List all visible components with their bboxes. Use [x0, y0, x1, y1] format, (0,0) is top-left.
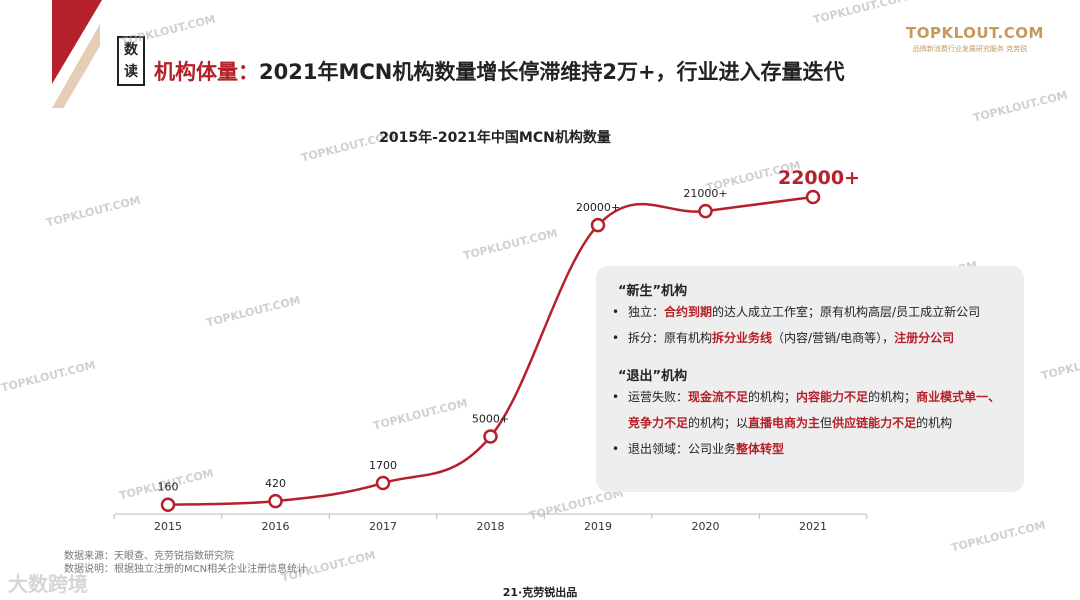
- info-panel: “新生”机构 • 独立：合约到期的达人成立工作室；原有机构高层/员工成立新公司 • 拆…: [596, 266, 1024, 492]
- info-bullet: • 退出领域：公司业务整体转型: [612, 436, 1006, 462]
- data-point: [698, 203, 713, 219]
- highlight-text: 商业模式单一、: [916, 390, 1001, 404]
- brand-watermark: 大数跨境: [8, 572, 88, 596]
- bullet-text: 的机构: [916, 416, 953, 430]
- x-axis-tick-label: 2016: [262, 520, 290, 533]
- data-point: [590, 217, 606, 233]
- info-bullet: • 拆分：原有机构拆分业务线（内容/营销/电商等），注册分公司: [612, 325, 1006, 351]
- brand-logo-main: TOPKLOUT.COM: [906, 24, 1044, 42]
- data-source-note: 数据来源：天眼查、克劳锐指数研究院 数据说明：根据独立注册的MCN相关企业注册信…: [64, 550, 307, 576]
- highlight-text: 整体转型: [736, 442, 785, 456]
- bullet-dot-icon: •: [612, 305, 620, 319]
- bullet-dot-icon: •: [612, 442, 620, 456]
- highlight-text: 拆分业务线: [712, 331, 773, 345]
- page-title: 机构体量：2021年MCN机构数量增长停滞维持2万+，行业进入存量迭代: [154, 56, 845, 86]
- bullet-text: 的达人成立工作室；原有机构高层/员工成立新公司: [712, 305, 981, 319]
- data-source-line: 数据来源：天眼查、克劳锐指数研究院: [64, 551, 234, 562]
- bullet-text: 拆分：原有机构: [628, 331, 713, 345]
- highlight-text: 注册分公司: [894, 331, 955, 345]
- data-point: [375, 475, 391, 491]
- data-label: 5000+: [472, 413, 509, 426]
- brand-logo: TOPKLOUT.COM 品牌新消费行业发展研究服务 克劳锐: [906, 24, 1044, 54]
- data-point: [805, 189, 821, 205]
- new-institutions-list: • 独立：合约到期的达人成立工作室；原有机构高层/员工成立新公司 • 拆分：原有机构拆…: [612, 299, 1006, 351]
- highlight-text: 竞争力不足: [628, 416, 689, 430]
- data-label: 20000+: [576, 201, 620, 214]
- highlight-text: 合约到期: [664, 305, 713, 319]
- info-bullet: • 独立：合约到期的达人成立工作室；原有机构高层/员工成立新公司: [612, 299, 1006, 325]
- x-axis-tick-label: 2018: [477, 520, 505, 533]
- data-point: [160, 497, 176, 512]
- x-axis-tick-label: 2017: [369, 520, 397, 533]
- data-label: 21000+: [683, 187, 727, 200]
- bullet-text: 的机构；: [748, 390, 797, 404]
- exit-institutions-list: • 运营失败：现金流不足的机构；内容能力不足的机构；商业模式单一、 竞争力不足的机构…: [612, 384, 1006, 462]
- bullet-text: 独立：: [628, 305, 665, 319]
- highlight-text: 直播电商为主: [748, 416, 821, 430]
- data-point: [268, 493, 283, 509]
- bullet-text: 退出领域：公司业务: [628, 442, 737, 456]
- x-axis-tick-label: 2015: [154, 520, 182, 533]
- highlight-text: 现金流不足: [688, 390, 749, 404]
- bullet-dot-icon: •: [612, 331, 620, 345]
- data-description-line: 数据说明：根据独立注册的MCN相关企业注册信息统计: [64, 564, 308, 575]
- section-tag-line1: 数: [124, 42, 138, 58]
- page-title-main: 2021年MCN机构数量增长停滞维持2万+，行业进入存量迭代: [259, 60, 845, 84]
- data-label: 1700: [369, 459, 397, 472]
- highlight-text: 内容能力不足: [796, 390, 869, 404]
- info-bullet: 竞争力不足的机构；以直播电商为主但供应链能力不足的机构: [612, 410, 1006, 436]
- page-title-prefix: 机构体量：: [154, 60, 259, 84]
- data-label: 420: [265, 477, 286, 490]
- page-footer: 21·克劳锐出品: [502, 586, 578, 599]
- bullet-text: 的机构；以: [688, 416, 749, 430]
- brand-logo-sub: 品牌新消费行业发展研究服务 克劳锐: [912, 45, 1028, 53]
- x-axis-tick-label: 2019: [584, 520, 612, 533]
- bullet-text: 但: [820, 416, 833, 430]
- x-axis-tick-label: 2020: [692, 520, 720, 533]
- data-label: 160: [158, 481, 179, 494]
- bullet-text: 运营失败：: [628, 390, 689, 404]
- exit-institutions-title: “退出”机构: [618, 369, 688, 384]
- bullet-dot-icon: •: [612, 390, 620, 404]
- data-point: [483, 429, 498, 444]
- bullet-text: 的机构；: [868, 390, 917, 404]
- section-tag: 数 读: [117, 36, 145, 86]
- x-axis-tick-label: 2021: [799, 520, 827, 533]
- highlight-text: 供应链能力不足: [832, 416, 917, 430]
- bullet-text: （内容/营销/电商等），: [772, 331, 895, 345]
- data-label: 22000+: [778, 167, 860, 189]
- section-tag-line2: 读: [124, 64, 138, 80]
- new-institutions-title: “新生”机构: [618, 284, 688, 299]
- chart-title: 2015年-2021年中国MCN机构数量: [379, 130, 611, 146]
- info-bullet: • 运营失败：现金流不足的机构；内容能力不足的机构；商业模式单一、: [612, 384, 1006, 410]
